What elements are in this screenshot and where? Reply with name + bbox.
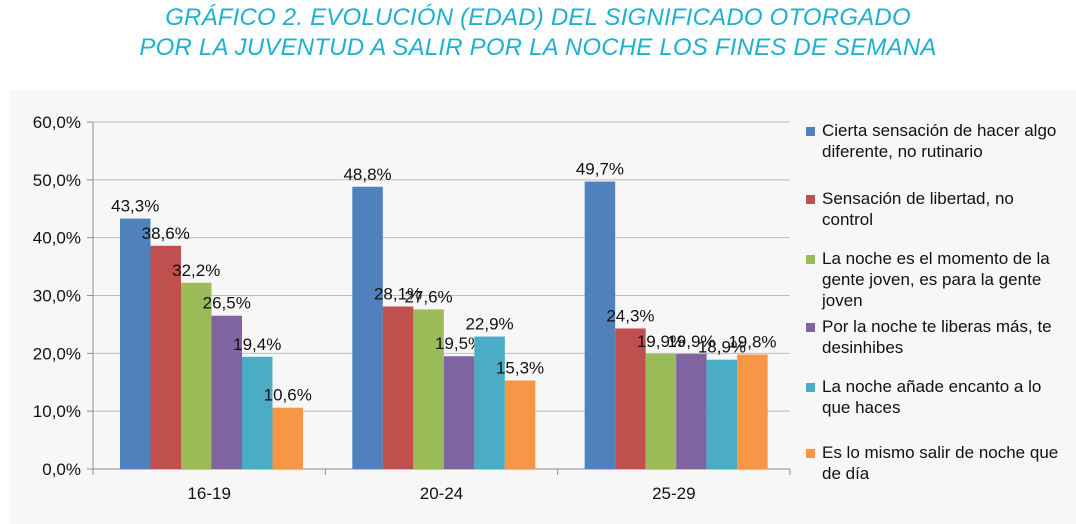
data-label: 19,8% xyxy=(728,332,776,351)
legend-swatch xyxy=(806,195,815,204)
data-label: 43,3% xyxy=(111,197,159,216)
y-tick-label: 10,0% xyxy=(33,402,81,421)
bar xyxy=(211,315,242,469)
data-label: 18,9% xyxy=(698,338,746,357)
legend-item: Cierta sensación de hacer algo diferente… xyxy=(806,120,1062,162)
legend-swatch xyxy=(806,449,815,458)
y-tick-label: 40,0% xyxy=(33,229,81,248)
bar xyxy=(150,245,181,469)
y-tick-label: 20,0% xyxy=(33,344,81,363)
x-tick-label: 20-24 xyxy=(420,484,463,503)
x-tick-label: 25-29 xyxy=(652,484,695,503)
data-label: 49,7% xyxy=(576,160,624,179)
legend-swatch xyxy=(806,383,815,392)
x-tick-label: 16-19 xyxy=(187,484,230,503)
legend-item: Sensación de libertad, no control xyxy=(806,188,1062,230)
y-tick-label: 50,0% xyxy=(33,171,81,190)
data-label: 15,3% xyxy=(496,359,544,378)
bar xyxy=(474,336,505,469)
legend-swatch xyxy=(806,323,815,332)
legend-label: Sensación de libertad, no control xyxy=(822,189,1014,229)
chart-title-line-2: POR LA JUVENTUD A SALIR POR LA NOCHE LOS… xyxy=(139,34,937,61)
data-label: 48,8% xyxy=(343,165,391,184)
bar xyxy=(504,380,536,469)
bar xyxy=(706,359,738,469)
y-tick-label: 0,0% xyxy=(42,460,81,479)
data-label: 38,6% xyxy=(142,224,190,243)
data-label: 24,3% xyxy=(606,306,654,325)
data-label: 19,4% xyxy=(233,335,281,354)
legend-label: La noche añade encanto a lo que haces xyxy=(822,377,1042,417)
data-label: 10,6% xyxy=(264,386,312,405)
y-tick-label: 60,0% xyxy=(33,113,81,132)
legend-label: La noche es el momento de la gente joven… xyxy=(822,249,1050,310)
bar xyxy=(352,186,383,470)
chart-title-line-1: GRÁFICO 2. EVOLUCIÓN (EDAD) DEL SIGNIFIC… xyxy=(165,4,911,31)
bar xyxy=(676,353,707,469)
legend-item: Por la noche te liberas más, te desinhib… xyxy=(806,316,1062,358)
legend-label: Por la noche te liberas más, te desinhib… xyxy=(822,317,1052,357)
data-label: 19,5% xyxy=(435,334,483,353)
legend-label: Cierta sensación de hacer algo diferente… xyxy=(822,121,1057,161)
y-tick-label: 30,0% xyxy=(33,287,81,306)
data-label: 19,9% xyxy=(637,332,685,351)
legend-swatch xyxy=(806,127,815,136)
data-label: 26,5% xyxy=(203,294,251,313)
data-label: 27,6% xyxy=(404,287,452,306)
bar xyxy=(615,328,646,469)
data-label: 19,9% xyxy=(667,332,715,351)
bar xyxy=(242,356,273,469)
data-label: 32,2% xyxy=(172,261,220,280)
bar xyxy=(120,218,151,469)
bar xyxy=(584,181,616,469)
legend-item: La noche es el momento de la gente joven… xyxy=(806,248,1062,311)
bar xyxy=(272,407,303,469)
bar xyxy=(443,356,475,469)
bar xyxy=(645,353,677,469)
legend-swatch xyxy=(806,255,815,264)
legend-item: La noche añade encanto a lo que haces xyxy=(806,376,1062,418)
bar xyxy=(181,282,212,469)
data-label: 28,1% xyxy=(374,284,422,303)
bar xyxy=(413,309,444,469)
data-label: 22,9% xyxy=(465,315,513,334)
legend-item: Es lo mismo salir de noche que de día xyxy=(806,442,1062,484)
legend-label: Es lo mismo salir de noche que de día xyxy=(822,443,1059,483)
bar xyxy=(382,306,414,469)
bar xyxy=(737,354,768,469)
